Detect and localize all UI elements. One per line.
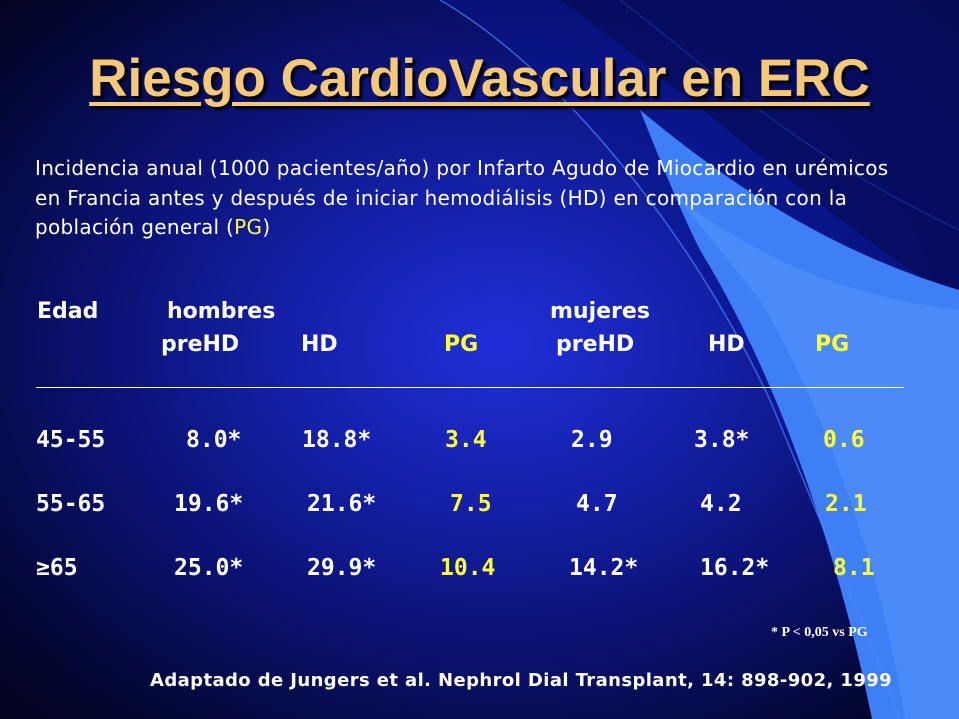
header-women-group: mujeres [550, 299, 650, 324]
table-cell: 0.6 [823, 427, 865, 453]
subheader-women-prehd: preHD [556, 332, 635, 357]
subheader-men-prehd: preHD [161, 332, 240, 357]
table-cell: 7.5 [450, 491, 492, 517]
intro-text: Incidencia anual (1000 pacientes/año) po… [35, 154, 915, 243]
intro-text-end: ) [262, 215, 271, 239]
header-men-group: hombres [167, 299, 276, 324]
table-cell: 10.4 [440, 555, 496, 581]
subheader-women-hd: HD [708, 332, 745, 357]
table-cell: 4.7 [576, 491, 618, 517]
table-cell: 2.9 [571, 427, 613, 453]
subheader-men-pg: PG [444, 332, 479, 357]
table-cell: 19.6* [174, 491, 244, 517]
table-cell: 16.2* [700, 555, 770, 581]
table-cell: 3.8* [694, 427, 750, 453]
row-age: 55-65 [36, 491, 106, 517]
table-cell: 2.1 [825, 491, 867, 517]
table-cell: 14.2* [569, 555, 639, 581]
row-age: 45-55 [36, 427, 106, 453]
table-cell: 8.1 [833, 555, 875, 581]
footnote: * P < 0,05 vs PG [771, 625, 868, 640]
slide-title: Riesgo CardioVascular en ERC [89, 49, 870, 108]
intro-highlight-pg: PG [234, 215, 263, 239]
table-cell: 25.0* [174, 555, 244, 581]
reference-citation: Adaptado de Jungers et al. Nephrol Dial … [150, 670, 893, 691]
table-cell: 8.0* [186, 427, 242, 453]
table-cell: 18.8* [302, 427, 372, 453]
subheader-women-pg: PG [815, 332, 850, 357]
table-cell: 3.4 [445, 427, 487, 453]
intro-text-main: Incidencia anual (1000 pacientes/año) po… [35, 156, 889, 239]
table-cell: 4.2 [700, 491, 742, 517]
header-age: Edad [37, 299, 99, 324]
table-cell: 29.9* [307, 555, 377, 581]
table-divider [36, 387, 904, 388]
table-cell: 21.6* [307, 491, 377, 517]
row-age: ≥65 [36, 555, 78, 581]
subheader-men-hd: HD [301, 332, 338, 357]
